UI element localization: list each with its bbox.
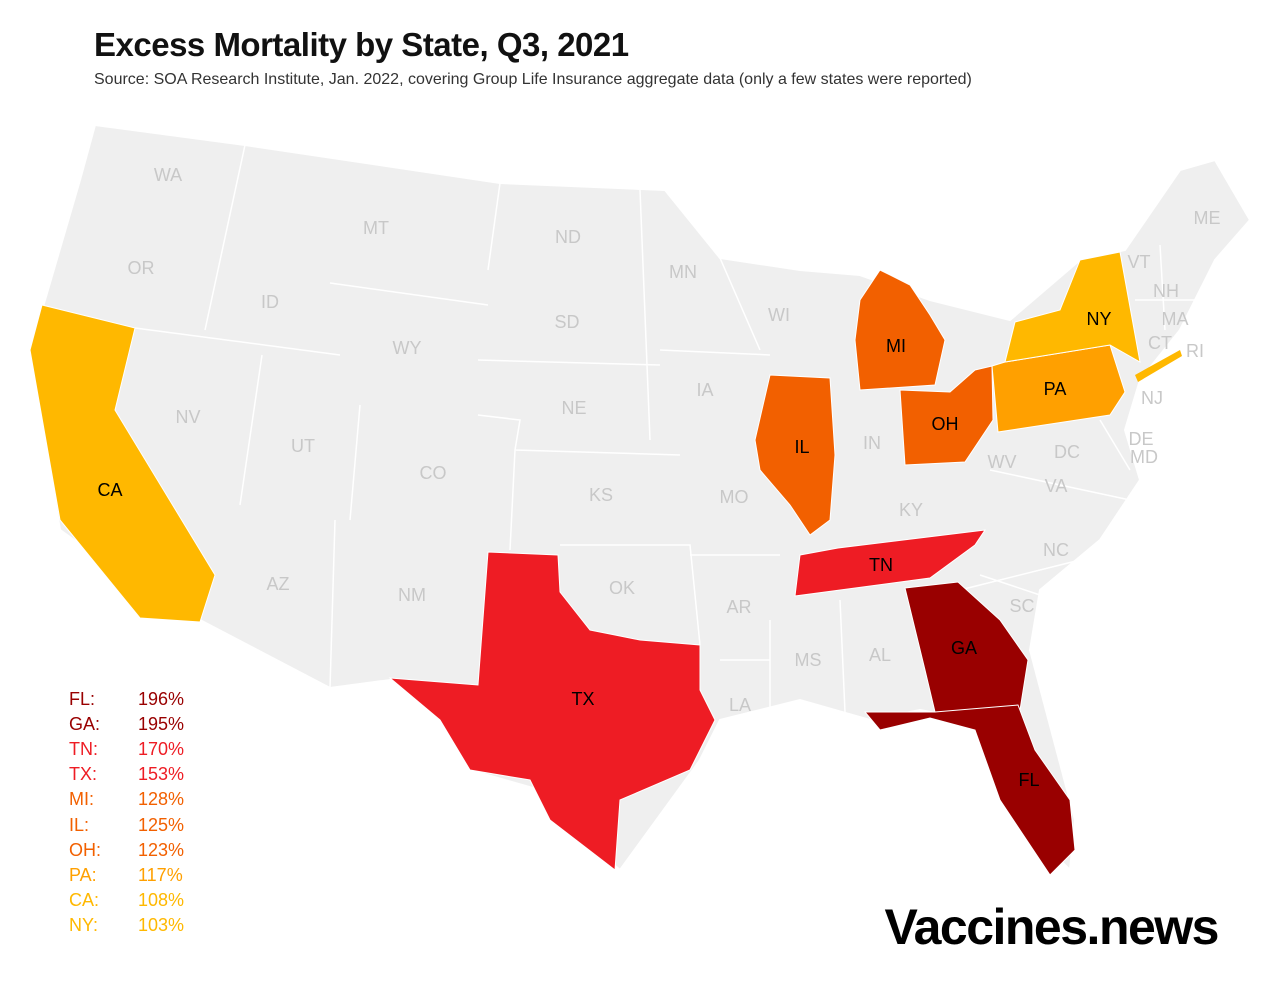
label-NC: NC [1043,540,1069,560]
label-WV: WV [988,452,1017,472]
legend-item: NY: 103% [69,915,184,936]
label-IL: IL [794,437,809,457]
label-NY: NY [1086,309,1111,329]
page-title: Excess Mortality by State, Q3, 2021 [94,26,629,63]
label-MN: MN [669,262,697,282]
legend-item: PA: 117% [69,865,183,886]
legend-item: GA: 195% [69,714,184,735]
label-FL: FL [1018,770,1039,790]
label-TX: TX [571,689,594,709]
state-TX[interactable] [388,551,716,871]
state-borders [134,144,1200,713]
label-ID: ID [261,292,279,312]
label-MA: MA [1162,309,1189,329]
legend-state: FL: [69,689,96,709]
legend-state: GA: [69,714,101,735]
label-WY: WY [393,338,422,358]
long-island [1135,350,1182,382]
label-AR: AR [726,597,751,617]
label-DE: DE [1128,429,1153,449]
legend-item: FL: 196% [69,689,184,710]
legend-item: TX: 153% [69,764,184,785]
label-ND: ND [555,227,581,247]
label-OK: OK [609,578,635,598]
state-CA[interactable] [29,304,216,623]
label-WI: WI [768,305,790,325]
legend-value: 125% [138,814,185,835]
label-NH: NH [1153,281,1179,301]
label-LA: LA [729,695,751,715]
state-MI[interactable] [854,269,946,391]
legend-item: OH: 123% [69,840,184,861]
label-MD: MD [1130,447,1158,467]
label-KY: KY [899,500,923,520]
legend-state: CA: [69,889,100,910]
legend-state: TN: [69,739,98,760]
label-RI: RI [1186,341,1204,361]
legend-state: NY: [69,914,99,935]
label-WA: WA [154,165,182,185]
label-OH: OH [932,414,959,434]
legend-state: OH: [69,839,102,860]
label-TN: TN [869,555,893,575]
label-VA: VA [1045,476,1068,496]
legend-item: MI: 128% [69,789,184,810]
legend-state: IL: [69,814,90,835]
label-IA: IA [696,380,713,400]
state-NY[interactable] [1004,251,1141,363]
brand-logo: Vaccines.news [884,899,1219,955]
legend-item: TN: 170% [69,739,184,760]
label-OR: OR [128,258,155,278]
label-VT: VT [1127,252,1150,272]
legend-value: 195% [138,714,185,735]
label-NJ: NJ [1141,388,1163,408]
state-FL[interactable] [863,704,1076,876]
label-MI: MI [886,336,906,356]
legend-value: 153% [138,764,185,785]
legend-state: MI: [69,789,94,810]
state-TN[interactable] [794,529,987,597]
label-PA: PA [1044,379,1067,399]
legend-value: 196% [138,689,185,709]
state-labels: WA OR CA NV ID MT WY UT AZ CO NM ND SD N… [97,165,1220,790]
legend-state: TX: [69,764,98,785]
label-DC: DC [1054,442,1080,462]
state-IL[interactable] [754,374,836,536]
label-AZ: AZ [266,574,289,594]
legend-value: 123% [138,839,185,860]
legend-value: 170% [138,739,185,760]
label-NV: NV [175,407,200,427]
label-MO: MO [720,487,749,507]
legend-item: IL: 125% [69,815,184,836]
label-MS: MS [795,650,822,670]
legend-state: PA: [69,864,97,885]
state-GA[interactable] [904,581,1029,713]
label-UT: UT [291,436,315,456]
label-IN: IN [863,433,881,453]
legend-value: 128% [138,789,185,810]
label-KS: KS [589,485,613,505]
label-ME: ME [1194,208,1221,228]
legend-value: 108% [138,889,185,910]
legend-value: 103% [138,914,185,935]
label-CA: CA [97,480,122,500]
label-NE: NE [561,398,586,418]
label-SD: SD [554,312,579,332]
subtitle: Source: SOA Research Institute, Jan. 202… [94,71,972,88]
legend-value: 117% [138,864,183,885]
label-CT: CT [1148,333,1172,353]
state-OH[interactable] [899,365,994,466]
label-GA: GA [951,638,977,658]
label-CO: CO [420,463,447,483]
label-AL: AL [869,645,891,665]
label-MT: MT [363,218,389,238]
label-SC: SC [1009,596,1034,616]
legend-item: CA: 108% [69,890,184,911]
label-NM: NM [398,585,426,605]
